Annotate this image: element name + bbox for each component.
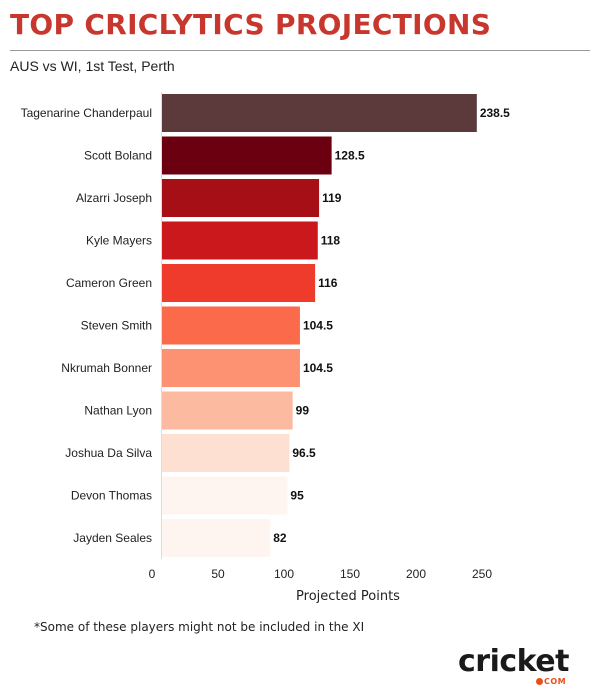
bar — [162, 306, 300, 345]
bar — [162, 434, 290, 472]
category-label: Cameron Green — [66, 276, 152, 290]
logo-suffix: COM — [544, 677, 567, 686]
category-label: Nkrumah Bonner — [61, 361, 152, 375]
bar — [162, 349, 300, 387]
bar — [162, 221, 318, 260]
x-tick-labels: 0 50 100 150 200 250 — [149, 567, 493, 581]
x-tick-label: 0 — [149, 567, 156, 581]
category-label: Alzarri Joseph — [76, 191, 152, 205]
bar — [162, 94, 477, 132]
x-tick-label: 50 — [211, 567, 225, 581]
category-label: Joshua Da Silva — [65, 446, 152, 460]
category-label: Nathan Lyon — [84, 404, 152, 418]
bar — [162, 476, 288, 515]
category-label: Steven Smith — [81, 319, 152, 333]
x-axis-label: Projected Points — [296, 589, 400, 604]
bar-group — [162, 94, 477, 557]
category-label: Jayden Seales — [73, 531, 152, 545]
value-label: 95 — [290, 489, 304, 503]
value-label: 96.5 — [292, 446, 316, 460]
cricket-com-logo: cricket COM — [458, 644, 578, 688]
value-labels: 238.5 128.5 119 118 116 104.5 104.5 99 96.5 95 82 — [273, 106, 510, 545]
value-label: 238.5 — [480, 106, 510, 120]
logo-dot-icon — [536, 678, 543, 685]
bar — [162, 179, 320, 217]
x-tick-label: 250 — [472, 567, 492, 581]
x-tick-label: 150 — [340, 567, 360, 581]
title-divider — [10, 50, 590, 51]
x-tick-label: 100 — [274, 567, 294, 581]
value-label: 104.5 — [303, 361, 333, 375]
category-label: Kyle Mayers — [86, 234, 152, 248]
bar — [162, 136, 332, 175]
chart-title: TOP CRICLYTICS PROJECTIONS — [10, 8, 492, 41]
category-label: Devon Thomas — [71, 489, 152, 503]
category-label: Scott Boland — [84, 149, 152, 163]
value-label: 119 — [322, 191, 342, 205]
bar — [162, 264, 316, 302]
x-tick-label: 200 — [406, 567, 426, 581]
logo-wordmark: cricket — [458, 644, 569, 679]
value-label: 128.5 — [335, 149, 365, 163]
value-label: 82 — [273, 531, 287, 545]
value-label: 104.5 — [303, 319, 333, 333]
bar — [162, 519, 271, 557]
bar-chart: Tagenarine Chanderpaul Scott Boland Alzarr… — [21, 92, 510, 604]
value-label: 116 — [318, 276, 338, 290]
value-label: 118 — [321, 234, 341, 248]
value-label: 99 — [296, 404, 310, 418]
bar — [162, 391, 293, 430]
chart-subtitle: AUS vs WI, 1st Test, Perth — [10, 58, 175, 74]
footnote: *Some of these players might not be incl… — [34, 620, 365, 634]
category-label: Tagenarine Chanderpaul — [21, 106, 152, 120]
category-labels: Tagenarine Chanderpaul Scott Boland Alzarr… — [21, 106, 153, 545]
